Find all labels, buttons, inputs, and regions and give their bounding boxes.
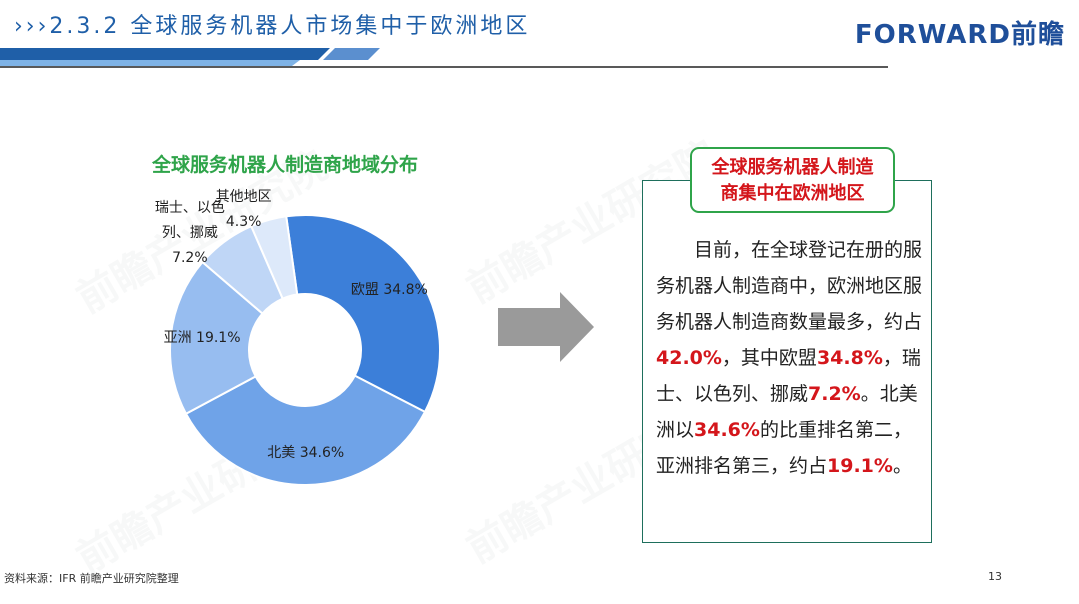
slice-label-line: 瑞士、以色	[154, 199, 225, 216]
donut-slice	[285, 214, 441, 414]
donut-slice	[249, 215, 299, 300]
header-divider	[0, 48, 888, 68]
slice-label-line: 北美 34.6%	[267, 444, 345, 461]
slice-label-line: 列、挪威	[161, 224, 218, 241]
highlight-value: 19.1%	[827, 455, 893, 477]
slice-label: 亚洲 19.1%	[164, 326, 241, 351]
badge-line: 商集中在欧洲地区	[720, 183, 865, 204]
summary-badge: 全球服务机器人制造 商集中在欧洲地区	[690, 147, 895, 213]
slice-label: 北美 34.6%	[267, 441, 344, 466]
source-note: 资料来源：IFR 前瞻产业研究院整理	[4, 572, 179, 585]
highlight-value: 34.6%	[694, 419, 760, 441]
slice-label-line: 欧盟 34.8%	[350, 281, 428, 298]
text-part: ，其中欧盟	[721, 347, 817, 369]
summary-box	[642, 180, 932, 543]
page-title: ›››2.3.2 全球服务机器人市场集中于欧洲地区	[14, 14, 531, 39]
highlight-value: 7.2%	[808, 383, 861, 405]
slice-label-line: 亚洲 19.1%	[163, 330, 241, 347]
page-number: 13	[988, 570, 1002, 583]
slice-label: 瑞士、以色列、挪威 7.2%	[155, 196, 225, 271]
text-part: 目前，在全球登记在册的服务机器人制造商中，欧洲地区服务机器人制造商数量最多，约占	[656, 239, 923, 333]
highlight-value: 34.8%	[816, 347, 883, 369]
brand-logo: FORWARD前瞻	[854, 20, 1065, 50]
text-part: 。	[892, 455, 912, 477]
slice-label-line: 其他地区	[215, 189, 272, 206]
text-part: 。北美洲以	[656, 383, 918, 441]
donut-chart	[169, 214, 441, 486]
slice-label: 欧盟 34.8%	[351, 278, 428, 303]
donut-slice	[169, 260, 264, 416]
summary-text: 目前，在全球登记在册的服务机器人制造商中，欧洲地区服务机器人制造商数量最多，约占…	[656, 232, 922, 484]
badge-line: 全球服务机器人制造	[711, 157, 874, 178]
text-part: 的比重排名第二，亚洲排名第三，约占	[656, 419, 912, 477]
chart-title: 全球服务机器人制造商地域分布	[152, 154, 419, 176]
highlight-value: 42.0%	[656, 347, 722, 369]
donut-slice	[184, 374, 427, 486]
right-arrow-icon	[498, 292, 594, 362]
slice-label-line: 7.2%	[172, 249, 208, 266]
text-part: ，瑞士、以色列、挪威	[656, 347, 921, 405]
slice-label-line: 4.3%	[225, 214, 262, 231]
slice-label: 其他地区 4.3%	[216, 185, 272, 235]
